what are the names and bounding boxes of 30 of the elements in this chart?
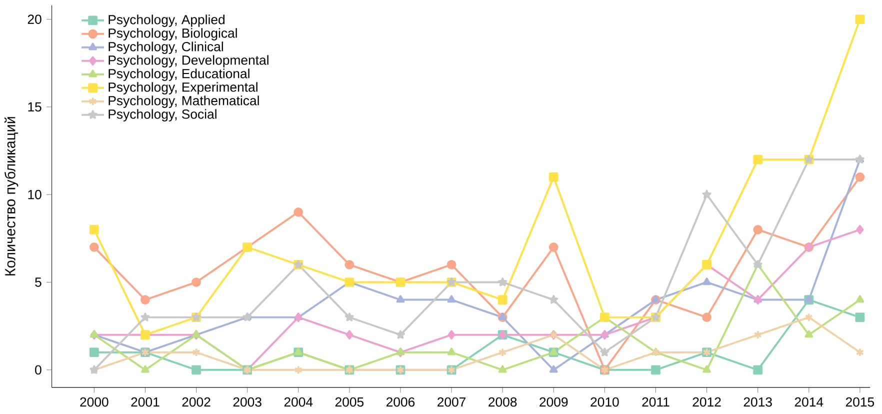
x-tick-label: 2014 bbox=[794, 397, 824, 407]
x-tick-label: 2004 bbox=[284, 397, 313, 407]
y-tick-label: 0 bbox=[35, 365, 42, 375]
x-tick-label: 2010 bbox=[590, 397, 619, 407]
y-tick-label: 20 bbox=[28, 14, 42, 24]
x-tick-label: 2009 bbox=[540, 397, 568, 407]
y-axis-title: Количество публикаций bbox=[4, 117, 18, 276]
x-tick-label: 2011 bbox=[642, 397, 670, 407]
x-tick-label: 2007 bbox=[438, 397, 466, 407]
legend-label: Psychology, Applied bbox=[108, 14, 225, 27]
x-tick-label: 2005 bbox=[335, 397, 364, 407]
x-tick-label: 2012 bbox=[692, 397, 721, 407]
legend-label: Psychology, Social bbox=[108, 109, 216, 122]
x-tick-label: 2008 bbox=[488, 397, 517, 407]
x-tick-label: 2003 bbox=[233, 397, 262, 407]
x-tick-label: 2006 bbox=[386, 397, 415, 407]
x-tick-label: 2015 bbox=[846, 397, 874, 407]
x-tick-label: 2002 bbox=[182, 397, 210, 407]
y-tick-label: 5 bbox=[35, 278, 42, 287]
legend-label: Psychology, Mathematical bbox=[108, 96, 259, 108]
x-tick-label: 2000 bbox=[80, 397, 108, 407]
x-tick-label: 2013 bbox=[744, 397, 772, 407]
legend-label: Psychology, Clinical bbox=[108, 42, 223, 54]
y-tick-label: 15 bbox=[28, 102, 42, 112]
legend-label: Psychology, Educational bbox=[108, 68, 250, 81]
legend-label: Psychology, Experimental bbox=[108, 82, 258, 94]
legend-label: Psychology, Developmental bbox=[108, 55, 268, 68]
legend-label: Psychology, Biological bbox=[108, 28, 237, 40]
y-tick-label: 10 bbox=[28, 190, 42, 200]
x-tick-label: 2001 bbox=[131, 397, 160, 407]
